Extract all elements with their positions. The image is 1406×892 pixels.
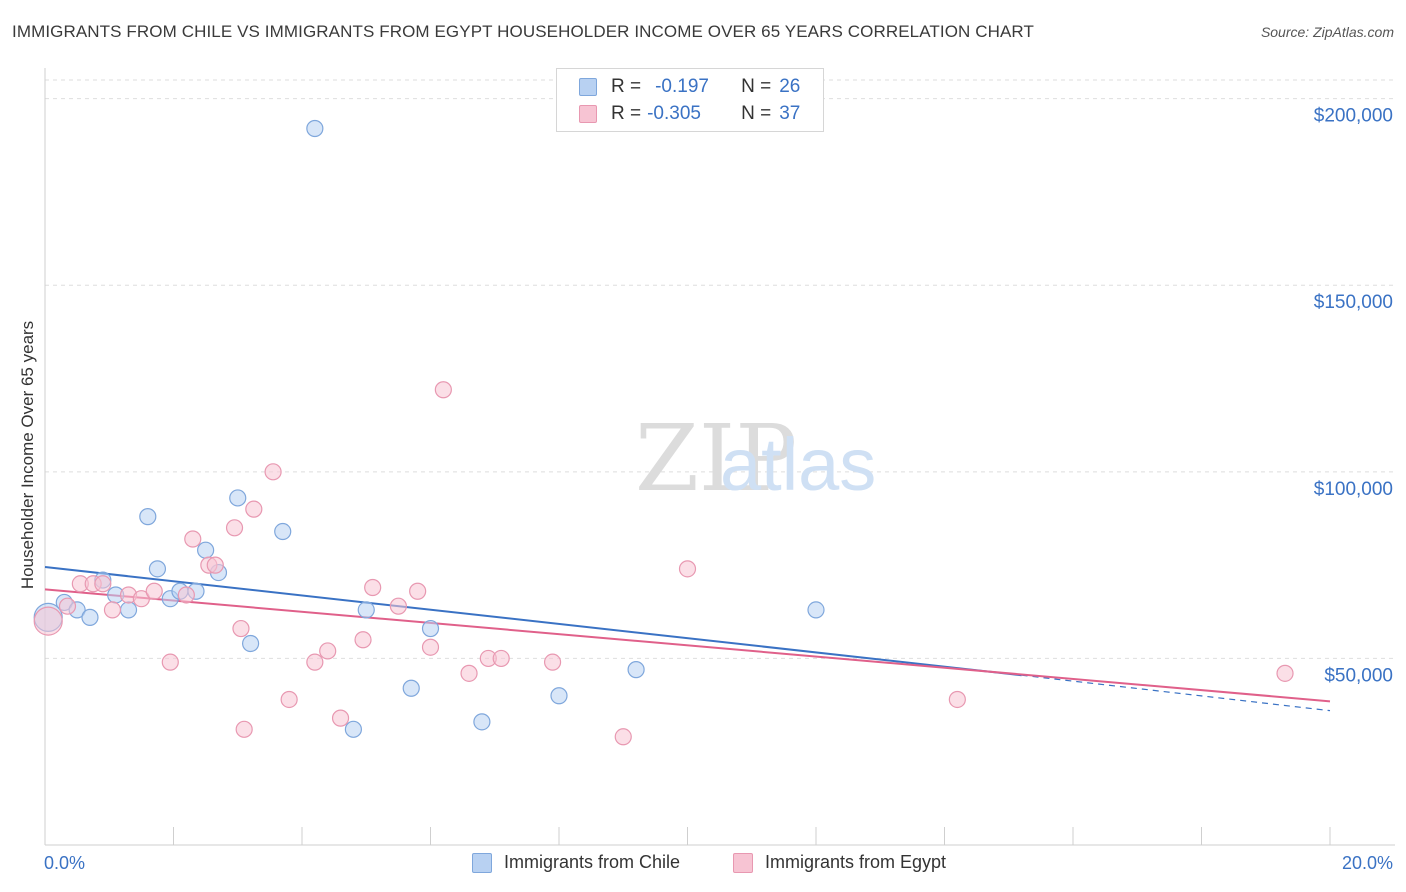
chile-point (242, 634, 260, 653)
chile-point (139, 508, 157, 526)
egypt-point (235, 720, 253, 738)
legend-chile-n-value: 26 (779, 76, 801, 97)
chile-point (148, 560, 167, 578)
egypt-point (319, 642, 337, 660)
legend-chile-r-label: R = (611, 76, 642, 97)
source-label: Source: ZipAtlas.com (1260, 24, 1394, 40)
egypt-point (145, 582, 163, 600)
legend-egypt-n-value: 37 (779, 103, 801, 124)
legend-swatch-egypt (579, 105, 597, 123)
egypt-point (206, 556, 224, 574)
egypt-point (421, 638, 440, 656)
egypt-point (177, 586, 195, 604)
bottom-legend-chile: Immigrants from Chile (472, 852, 680, 873)
y-tick-label: $100,000 (1314, 479, 1393, 500)
chile-point (229, 489, 247, 507)
watermark: ZIP atlas (635, 405, 876, 512)
y-axis-label: Householder Income Over 65 years (18, 321, 37, 589)
correlation-legend: R = -0.197 N = 26 R = -0.305 N = 37 (556, 68, 824, 132)
egypt-point (331, 709, 350, 727)
watermark-atlas: atlas (720, 423, 876, 506)
bottom-legend-egypt: Immigrants from Egypt (733, 852, 946, 873)
legend-chile-r-value: -0.197 (655, 76, 709, 97)
egypt-point (264, 463, 282, 481)
data-points (33, 119, 1294, 746)
legend-egypt-n-label: N = (741, 103, 772, 124)
y-tick-label: $200,000 (1314, 106, 1393, 127)
egypt-point (161, 653, 179, 671)
egypt-point (58, 597, 77, 615)
egypt-point (33, 606, 63, 636)
y-tick-label: $50,000 (1324, 665, 1393, 686)
chart-title: IMMIGRANTS FROM CHILE VS IMMIGRANTS FROM… (12, 22, 1034, 41)
chile-point (306, 119, 324, 138)
chile-point (473, 713, 491, 731)
chile-point (807, 601, 825, 619)
bottom-legend-swatch-chile (472, 852, 492, 873)
bottom-legend-swatch-egypt (733, 852, 753, 873)
legend-swatch-chile (579, 78, 597, 96)
chile-point (119, 601, 138, 619)
bottom-legend-label-chile: Immigrants from Chile (504, 852, 681, 872)
egypt-point (225, 519, 244, 537)
egypt-trend-line (44, 588, 1331, 703)
chile-point (357, 601, 375, 619)
legend-row-chile: R = -0.197 N = 26 (579, 75, 800, 99)
egypt-point (1276, 664, 1294, 682)
chile-trend-extension (1021, 674, 1331, 712)
egypt-point (492, 649, 510, 668)
chile-point (197, 541, 215, 559)
egypt-point (409, 582, 427, 600)
chile-point (81, 608, 99, 626)
legend-egypt-r-label: R = (611, 103, 642, 124)
grid-lines (45, 79, 1395, 659)
legend-chile-n-label: N = (741, 76, 772, 97)
egypt-point (103, 601, 122, 619)
chile-trend-line (44, 565, 1022, 677)
chile-point (344, 720, 362, 738)
axes (44, 68, 1395, 846)
egypt-point (614, 728, 632, 746)
egypt-point (364, 578, 382, 597)
y-tick-label: $150,000 (1314, 292, 1393, 313)
legend-egypt-r-value: -0.305 (647, 103, 701, 124)
egypt-point (460, 664, 478, 682)
legend-row-egypt: R = -0.305 N = 37 (579, 102, 800, 126)
chile-point (550, 687, 568, 705)
x-tick-label-min: 0.0% (44, 853, 85, 873)
chile-point (402, 679, 420, 697)
egypt-point (280, 690, 298, 709)
chile-point (627, 661, 645, 679)
egypt-point (678, 560, 697, 578)
bottom-legend-label-egypt: Immigrants from Egypt (765, 852, 947, 872)
egypt-point (354, 631, 372, 649)
watermark-zip: ZIP (635, 405, 797, 512)
egypt-point (543, 653, 562, 671)
egypt-point (94, 575, 112, 593)
x-tick-label-max: 20.0% (1342, 853, 1393, 873)
trend-lines (44, 565, 1331, 712)
egypt-point (232, 619, 250, 638)
axis-labels: $50,000 $100,000 $150,000 $200,000 0.0% 20.0% (44, 106, 1393, 873)
egypt-point (245, 500, 263, 518)
chile-point (421, 619, 440, 638)
egypt-point (948, 690, 966, 709)
egypt-point (389, 597, 407, 615)
chile-point (274, 522, 292, 541)
egypt-point (434, 381, 452, 399)
egypt-point (184, 530, 202, 548)
egypt-point (306, 653, 324, 671)
egypt-point (132, 590, 150, 608)
